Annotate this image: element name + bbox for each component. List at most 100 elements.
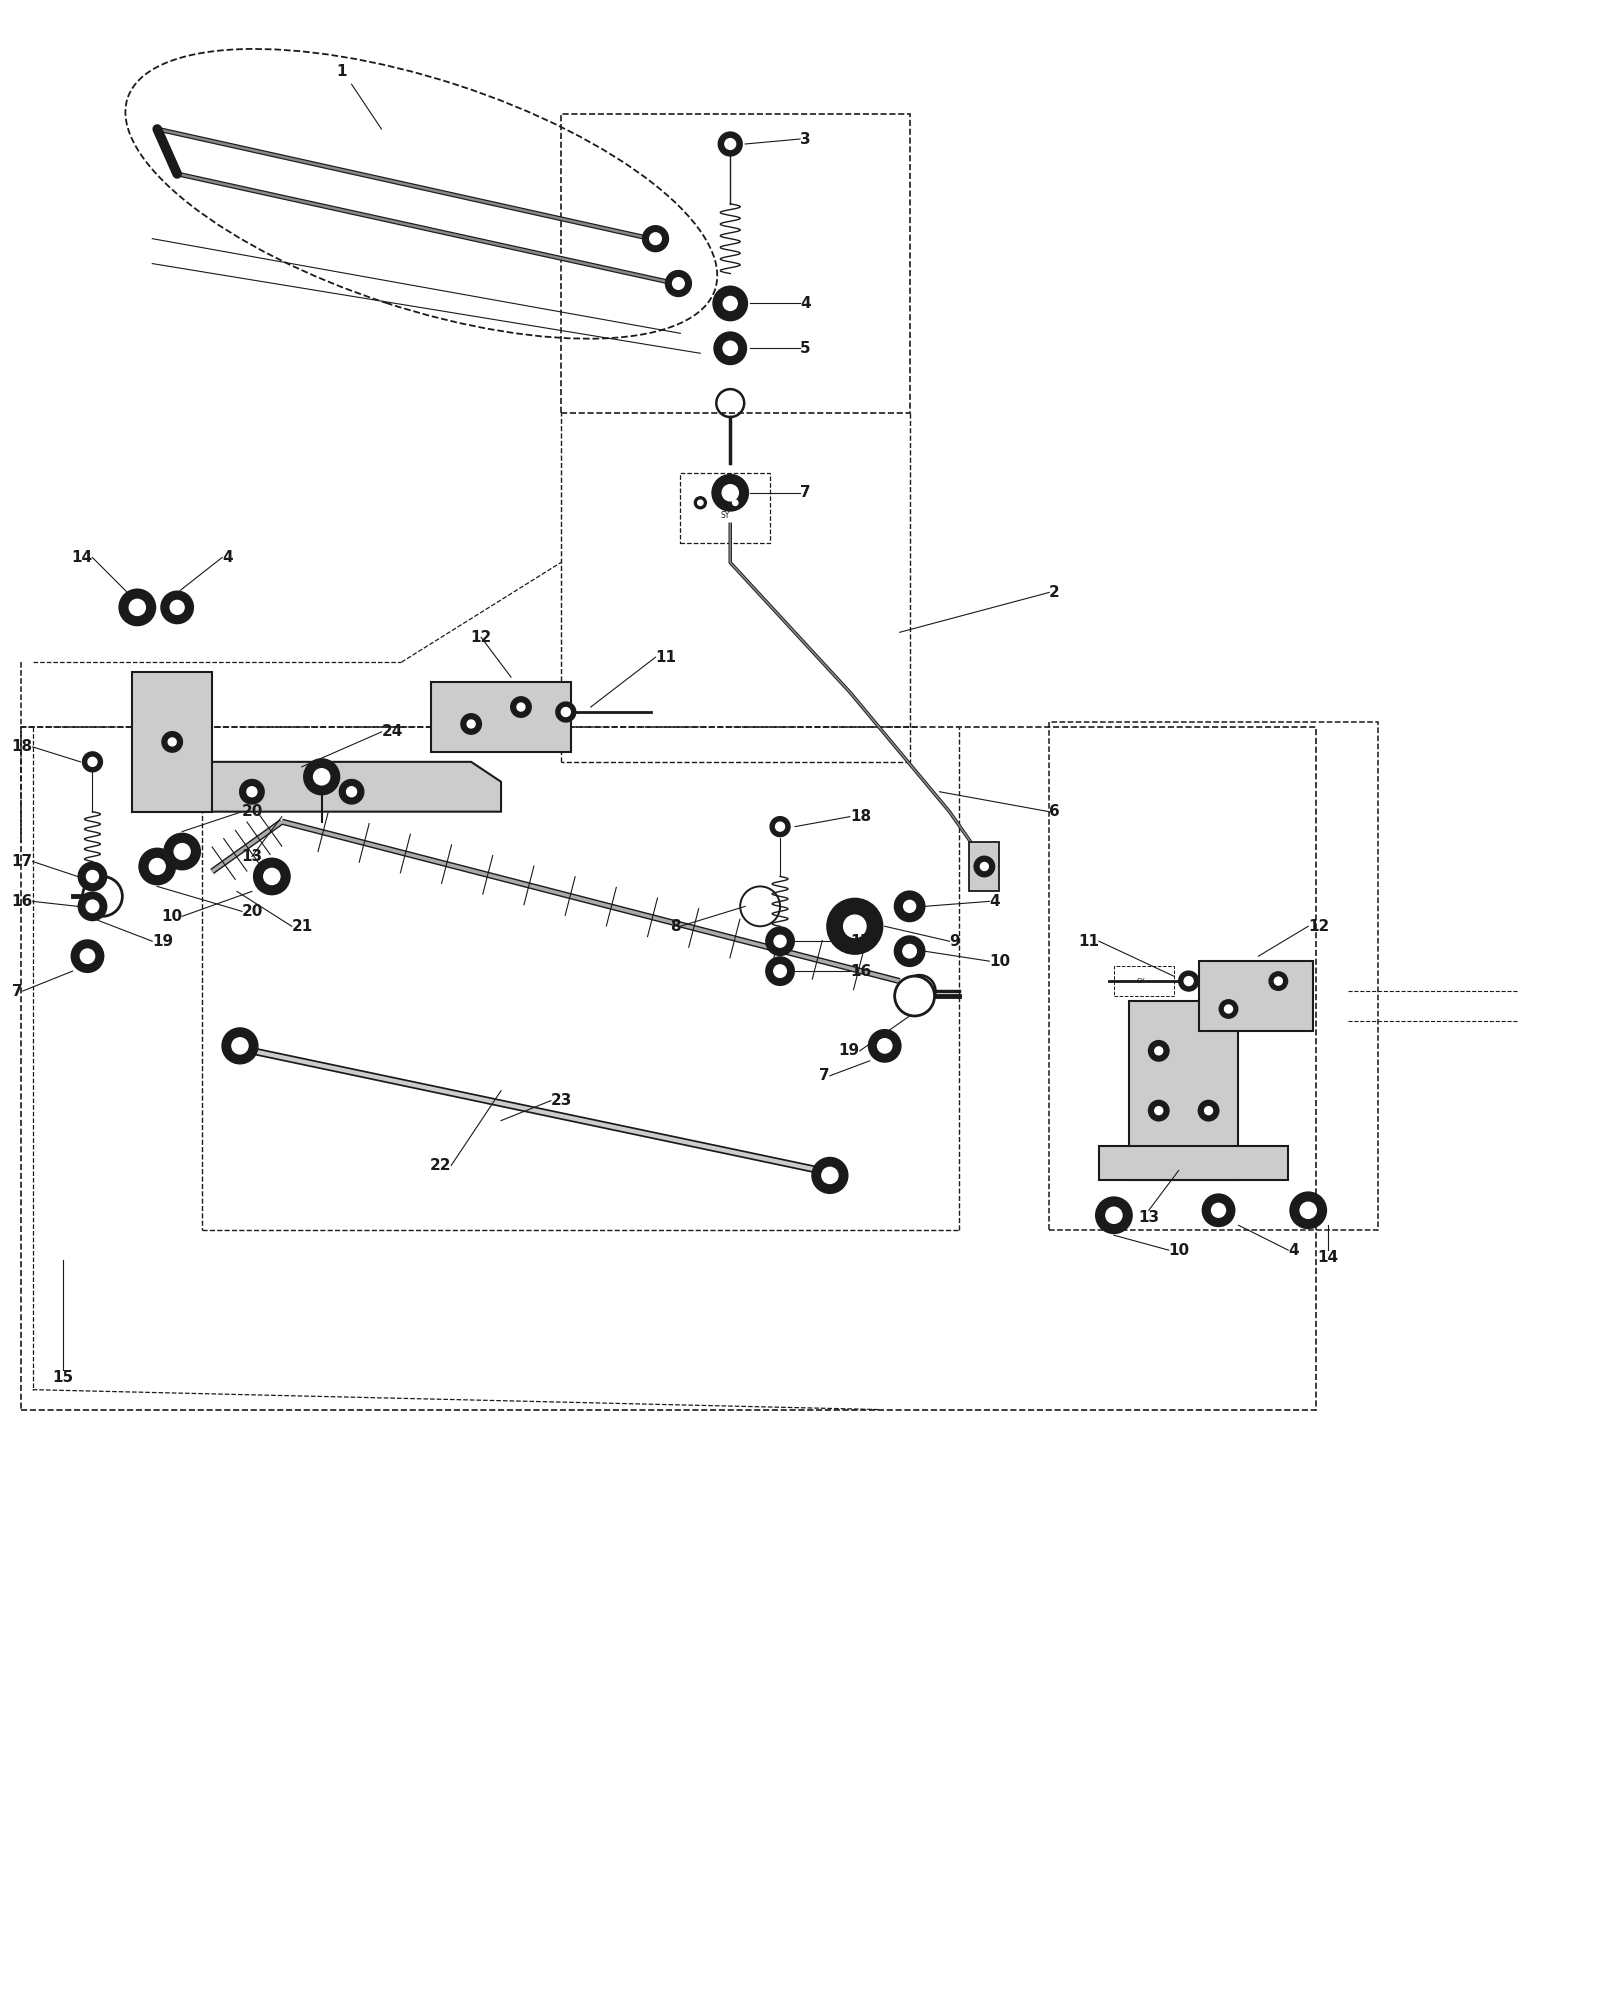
Circle shape xyxy=(1219,999,1237,1018)
Text: 15: 15 xyxy=(53,1369,74,1386)
Text: 7: 7 xyxy=(819,1068,830,1084)
Circle shape xyxy=(904,901,915,913)
Circle shape xyxy=(774,965,786,977)
Circle shape xyxy=(894,975,934,1016)
Text: SY: SY xyxy=(1136,977,1146,983)
Circle shape xyxy=(149,859,165,875)
Text: 4: 4 xyxy=(989,893,1000,909)
Circle shape xyxy=(822,1166,838,1184)
Circle shape xyxy=(1198,1100,1219,1120)
Circle shape xyxy=(698,501,702,505)
Text: 10: 10 xyxy=(989,953,1011,969)
Text: 12: 12 xyxy=(470,629,491,646)
Circle shape xyxy=(774,935,786,947)
Circle shape xyxy=(1155,1106,1163,1114)
Circle shape xyxy=(902,945,917,957)
Text: 24: 24 xyxy=(381,724,403,740)
Circle shape xyxy=(162,591,194,623)
Bar xyxy=(680,473,770,543)
Text: 19: 19 xyxy=(838,1044,859,1058)
Text: 23: 23 xyxy=(550,1094,573,1108)
Text: 1: 1 xyxy=(336,64,347,78)
Circle shape xyxy=(88,758,98,766)
Circle shape xyxy=(174,843,190,859)
Bar xyxy=(1114,965,1174,995)
Circle shape xyxy=(722,485,738,501)
Circle shape xyxy=(1205,1106,1213,1114)
Circle shape xyxy=(80,949,94,963)
Text: 10: 10 xyxy=(1168,1243,1190,1257)
Circle shape xyxy=(1269,971,1288,989)
Circle shape xyxy=(1184,977,1194,985)
Circle shape xyxy=(718,133,742,157)
Circle shape xyxy=(1096,1197,1131,1233)
Text: 9: 9 xyxy=(949,933,960,949)
Circle shape xyxy=(1149,1042,1168,1062)
Circle shape xyxy=(165,835,200,869)
Circle shape xyxy=(869,1030,901,1062)
Circle shape xyxy=(1224,1006,1232,1014)
Circle shape xyxy=(139,849,174,885)
Circle shape xyxy=(723,296,738,310)
Circle shape xyxy=(86,871,99,883)
Text: 2: 2 xyxy=(1050,585,1059,599)
Circle shape xyxy=(562,708,570,716)
Circle shape xyxy=(130,599,146,615)
Text: 7: 7 xyxy=(13,983,22,999)
Circle shape xyxy=(650,233,661,245)
Text: 21: 21 xyxy=(291,919,314,933)
Circle shape xyxy=(1290,1193,1326,1229)
Circle shape xyxy=(827,899,883,953)
Circle shape xyxy=(1179,971,1198,991)
Circle shape xyxy=(83,752,102,772)
Text: 6: 6 xyxy=(1050,804,1059,818)
Circle shape xyxy=(894,891,925,921)
Circle shape xyxy=(83,877,122,917)
Circle shape xyxy=(733,501,738,505)
Text: 22: 22 xyxy=(430,1158,451,1172)
Polygon shape xyxy=(1198,961,1314,1032)
Circle shape xyxy=(1274,977,1282,985)
Text: 16: 16 xyxy=(11,893,32,909)
Text: 17: 17 xyxy=(850,933,870,949)
Polygon shape xyxy=(133,762,501,812)
Circle shape xyxy=(666,271,691,296)
Circle shape xyxy=(347,786,357,796)
Polygon shape xyxy=(133,672,213,812)
Circle shape xyxy=(120,589,155,625)
Circle shape xyxy=(981,863,989,871)
Text: 5: 5 xyxy=(800,340,811,356)
Circle shape xyxy=(304,758,339,794)
Circle shape xyxy=(723,342,738,356)
Text: 14: 14 xyxy=(1317,1251,1339,1265)
Circle shape xyxy=(974,857,994,877)
Text: 8: 8 xyxy=(670,919,680,933)
Circle shape xyxy=(168,738,176,746)
Text: 11: 11 xyxy=(656,650,677,666)
Text: 3: 3 xyxy=(800,131,811,147)
Text: 4: 4 xyxy=(800,296,811,312)
Text: 4: 4 xyxy=(1288,1243,1299,1257)
Circle shape xyxy=(811,1158,848,1193)
Circle shape xyxy=(672,278,685,290)
Circle shape xyxy=(894,937,925,965)
Circle shape xyxy=(240,780,264,804)
Polygon shape xyxy=(970,841,1000,891)
Circle shape xyxy=(776,822,784,831)
Circle shape xyxy=(510,698,531,718)
Circle shape xyxy=(170,601,184,615)
Circle shape xyxy=(694,497,706,509)
Circle shape xyxy=(730,497,741,509)
Circle shape xyxy=(86,901,99,913)
Circle shape xyxy=(314,768,330,784)
Circle shape xyxy=(1149,1100,1168,1120)
Circle shape xyxy=(339,780,363,804)
Circle shape xyxy=(246,786,258,796)
Text: 18: 18 xyxy=(11,740,32,754)
Circle shape xyxy=(843,915,866,937)
Text: 7: 7 xyxy=(800,485,811,501)
Circle shape xyxy=(1203,1195,1235,1227)
Circle shape xyxy=(254,859,290,895)
Text: 13: 13 xyxy=(242,849,262,865)
Bar xyxy=(562,115,910,412)
